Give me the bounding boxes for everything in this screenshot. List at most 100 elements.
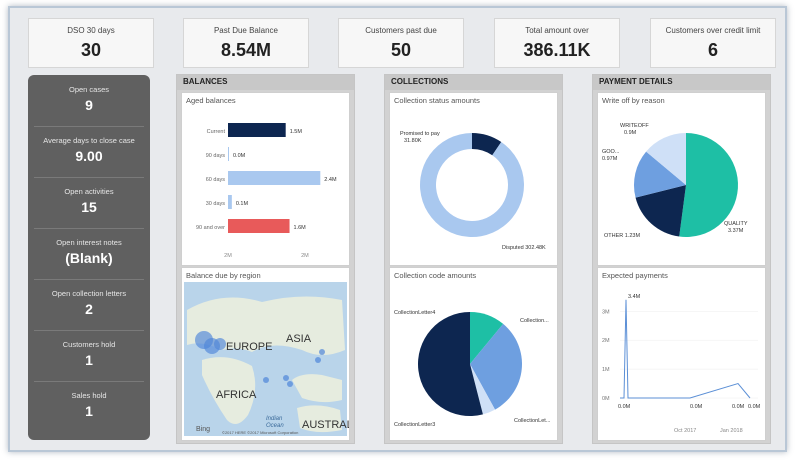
map-label-asia: ASIA <box>286 333 312 345</box>
kpi-label: Customers over credit limit <box>665 26 761 35</box>
slice <box>472 133 502 156</box>
metric-value: 15 <box>81 199 97 215</box>
metric-open-activities[interactable]: Open activities 15 <box>34 179 144 229</box>
kpi-label: Past Due Balance <box>213 26 279 35</box>
slice-label: OTHER 1.23M <box>604 233 640 239</box>
kpi-label: DSO 30 days <box>67 26 115 35</box>
payment-details-section: PAYMENT DETAILS Write off by reason QUAL… <box>592 74 771 444</box>
kpi-value: 8.54M <box>220 40 272 60</box>
metric-sales-hold[interactable]: Sales hold 1 <box>34 383 144 432</box>
writeoff-card[interactable]: Write off by reason QUALITY 3.37M OTHER 1.… <box>597 92 766 266</box>
category-tick-label: Current <box>207 129 226 135</box>
map-land-africa <box>202 357 256 424</box>
metrics-sidebar: Open cases 9 Average days to close case … <box>28 75 150 440</box>
kpi-customers-past-due[interactable]: Customers past due 50 <box>338 18 464 68</box>
metric-open-collection-letters[interactable]: Open collection letters 2 <box>34 281 144 331</box>
metric-label: Sales hold <box>71 391 107 400</box>
bing-logo: Bing <box>196 426 210 433</box>
map-bubble[interactable] <box>315 357 321 363</box>
map-bubble[interactable] <box>263 377 269 383</box>
metric-label: Open interest notes <box>56 238 122 247</box>
collection-status-card[interactable]: Collection status amounts Promised to pa… <box>389 92 558 266</box>
metric-open-cases[interactable]: Open cases 9 <box>34 77 144 127</box>
slice <box>418 312 483 416</box>
category-tick-label: 90 days <box>206 153 226 159</box>
metric-value: 1 <box>85 403 93 419</box>
series-line <box>620 299 751 399</box>
section-title: BALANCES <box>177 75 354 90</box>
metric-open-interest-notes[interactable]: Open interest notes (Blank) <box>34 230 144 280</box>
point-label: 0.0M <box>618 404 631 410</box>
slice-value-label: 3.37M <box>728 228 744 234</box>
kpi-total-amount-over[interactable]: Total amount over 386.11K <box>494 18 620 68</box>
kpi-past-due-balance[interactable]: Past Due Balance 8.54M <box>183 18 309 68</box>
map-land-southeast-asia <box>292 374 342 403</box>
map-bubble[interactable] <box>214 338 226 350</box>
bar <box>228 147 229 161</box>
card-title: Aged balances <box>186 96 236 105</box>
balances-section: BALANCES Aged balances Current 1.5M 90 day… <box>176 74 355 444</box>
map-bubble[interactable] <box>283 375 289 381</box>
point-label: 0.0M <box>748 404 761 410</box>
collection-code-chart: CollectionLetter4 Collection... Collection… <box>394 310 551 428</box>
y-tick-label: 1M <box>602 367 610 373</box>
map-label-austral: AUSTRAL <box>302 419 349 431</box>
section-title: PAYMENT DETAILS <box>593 75 770 90</box>
map-land-eurasia <box>187 296 345 355</box>
aged-balances-chart: Current 1.5M 90 days 0.0M 60 days 2.4M 30 days… <box>196 123 337 259</box>
slice-value-label: 0.9M <box>624 130 637 136</box>
kpi-dso[interactable]: DSO 30 days 30 <box>28 18 154 68</box>
region-map-card[interactable]: Balance due by region EUROPE ASIA AFRICA… <box>181 267 353 441</box>
bar-value-label: 1.6M <box>294 225 307 231</box>
region-map: EUROPE ASIA AFRICA AUSTRAL Indian Ocean … <box>184 282 353 436</box>
section-title: COLLECTIONS <box>385 75 562 90</box>
kpi-label: Total amount over <box>525 26 589 35</box>
slice <box>634 151 686 198</box>
metric-value: (Blank) <box>65 250 113 266</box>
slice-label: WRITEOFF <box>620 123 649 129</box>
category-tick-label: 90 and over <box>196 225 225 231</box>
expected-payments-card[interactable]: Expected payments 3M 2M 1M 0M 3.4M 0.0M 0.0M 0.… <box>597 267 766 441</box>
bar-value-label: 0.1M <box>236 201 249 207</box>
slice-value-label: 31.80K <box>404 138 422 144</box>
metric-value: 1 <box>85 352 93 368</box>
collections-section: COLLECTIONS Collection status amounts Pr… <box>384 74 563 444</box>
slice-label: CollectionLetter4 <box>394 310 435 316</box>
point-label: 3.4M <box>628 294 641 300</box>
bar <box>228 219 290 233</box>
collection-code-card[interactable]: Collection code amounts CollectionLetter… <box>389 267 558 441</box>
map-label-europe: EUROPE <box>226 341 272 353</box>
slice <box>635 185 686 237</box>
slice-label: Promised to pay <box>400 131 440 137</box>
card-title: Collection status amounts <box>394 96 480 105</box>
metric-label: Customers hold <box>62 340 116 349</box>
bar-value-label: 0.0M <box>233 153 246 159</box>
kpi-value: 50 <box>390 40 412 60</box>
slice-label: CollectionLetter3 <box>394 422 435 428</box>
bar <box>228 171 321 185</box>
aged-balances-card[interactable]: Aged balances Current 1.5M 90 days 0.0M 60 d… <box>181 92 350 266</box>
point-label: 0.0M <box>732 404 745 410</box>
map-label-africa: AFRICA <box>216 389 257 401</box>
metric-label: Average days to close case <box>43 136 135 145</box>
slice-label: GOO... <box>602 149 620 155</box>
metric-label: Open collection letters <box>51 289 127 298</box>
kpi-value: 6 <box>707 40 718 60</box>
map-bubble[interactable] <box>287 381 293 387</box>
card-title: Write off by reason <box>602 96 665 105</box>
metric-customers-hold[interactable]: Customers hold 1 <box>34 332 144 382</box>
kpi-value: 386.11K <box>523 40 591 60</box>
metric-value: 2 <box>85 301 93 317</box>
map-label-indian: Indian <box>266 416 283 422</box>
map-bubble[interactable] <box>319 349 325 355</box>
card-title: Balance due by region <box>186 271 261 280</box>
kpi-customers-over-credit-limit[interactable]: Customers over credit limit 6 <box>650 18 776 68</box>
point-label: 0.0M <box>690 404 703 410</box>
y-tick-label: 2M <box>602 338 610 344</box>
metric-average-days-to-close[interactable]: Average days to close case 9.00 <box>34 128 144 178</box>
bar <box>228 123 286 137</box>
x-tick-label: 2M <box>301 253 309 259</box>
slice-label: Collection... <box>520 318 549 324</box>
